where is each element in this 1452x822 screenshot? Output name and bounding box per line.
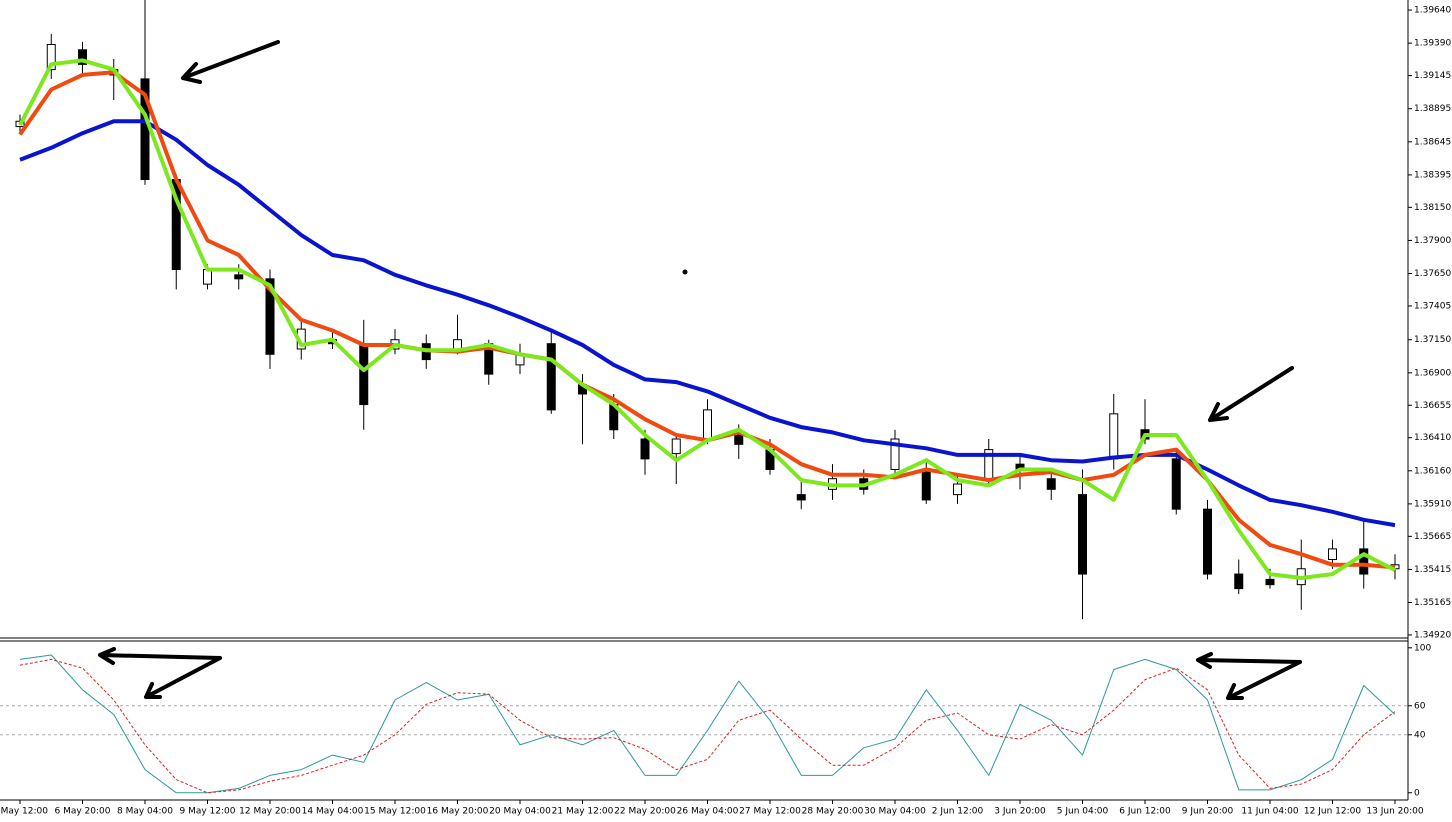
candle-body bbox=[453, 339, 462, 350]
x-tick-label: 26 May 04:00 bbox=[677, 807, 739, 817]
y-tick-label: 1.36410 bbox=[1414, 433, 1451, 443]
x-tick-label: 8 May 04:00 bbox=[117, 807, 173, 817]
candle-body bbox=[203, 269, 212, 285]
y-tick-label: 60 bbox=[1414, 701, 1426, 711]
x-tick-label: 12 Jun 12:00 bbox=[1304, 807, 1361, 817]
y-tick-label: 40 bbox=[1414, 730, 1426, 740]
x-tick-label: 28 May 20:00 bbox=[802, 807, 864, 817]
candle-body bbox=[1046, 478, 1056, 490]
line bbox=[19, 654, 1396, 794]
candle-body bbox=[265, 278, 275, 355]
x-tick-label: 3 Jun 20:00 bbox=[994, 807, 1046, 817]
y-tick-label: 100 bbox=[1414, 643, 1431, 653]
candle-body bbox=[921, 468, 931, 501]
y-tick-label: 1.39390 bbox=[1414, 39, 1451, 49]
arrow bbox=[98, 647, 222, 699]
y-tick-label: 1.35910 bbox=[1414, 499, 1451, 509]
y-tick-label: 1.39640 bbox=[1414, 6, 1451, 16]
x-tick-label: 30 May 04:00 bbox=[864, 807, 926, 817]
arrow bbox=[1208, 366, 1294, 422]
y-tick-label: 1.38150 bbox=[1414, 203, 1451, 213]
x-tick-label: 21 May 12:00 bbox=[552, 807, 614, 817]
x-tick-label: 2 Jun 12:00 bbox=[932, 807, 984, 817]
arrow bbox=[1196, 652, 1302, 700]
candle-body bbox=[1078, 494, 1087, 575]
candle-body bbox=[1359, 548, 1369, 575]
y-tick-label: 1.35665 bbox=[1414, 532, 1451, 542]
candle-body bbox=[1265, 578, 1275, 586]
y-tick-label: 1.34920 bbox=[1414, 630, 1451, 640]
candle-body bbox=[1171, 458, 1181, 510]
y-tick-label: 1.38645 bbox=[1414, 137, 1451, 147]
y-tick-label: 1.35165 bbox=[1414, 598, 1451, 608]
x-tick-label: 9 May 12:00 bbox=[180, 807, 236, 817]
candle-body bbox=[1234, 573, 1244, 590]
x-tick-label: 5 May 12:00 bbox=[0, 807, 48, 817]
x-tick-label: 9 Jun 20:00 bbox=[1182, 807, 1234, 817]
x-tick-label: 22 May 20:00 bbox=[614, 807, 676, 817]
y-tick-label: 1.36160 bbox=[1414, 466, 1451, 476]
y-tick-label: 1.38895 bbox=[1414, 104, 1451, 114]
candle-body bbox=[78, 49, 87, 65]
x-tick-label: 12 May 20:00 bbox=[239, 807, 301, 817]
x-tick-label: 13 Jun 20:00 bbox=[1366, 807, 1423, 817]
y-tick-label: 1.39145 bbox=[1414, 71, 1451, 81]
line bbox=[19, 658, 1396, 794]
y-tick-label: 1.37405 bbox=[1414, 301, 1451, 311]
candle-body bbox=[1203, 508, 1212, 575]
x-tick-label: 14 May 04:00 bbox=[302, 807, 364, 817]
y-tick-label: 0 bbox=[1414, 788, 1420, 798]
y-tick-label: 1.38395 bbox=[1414, 170, 1451, 180]
candle-body bbox=[359, 343, 369, 406]
candle-body bbox=[703, 409, 712, 440]
x-tick-label: 27 May 12:00 bbox=[739, 807, 801, 817]
candle-body bbox=[671, 438, 681, 455]
x-tick-label: 6 May 20:00 bbox=[55, 807, 111, 817]
candle-body bbox=[796, 494, 806, 501]
y-tick-label: 1.35415 bbox=[1414, 565, 1451, 575]
x-tick-label: 20 May 04:00 bbox=[489, 807, 551, 817]
line bbox=[19, 119, 1396, 528]
candle-body bbox=[1328, 548, 1337, 560]
y-tick-label: 1.37150 bbox=[1414, 335, 1451, 345]
y-tick-label: 1.36900 bbox=[1414, 368, 1451, 378]
candle-body bbox=[46, 43, 56, 71]
candle-body bbox=[234, 274, 244, 280]
candle-body bbox=[640, 438, 650, 460]
candle-body bbox=[546, 343, 556, 411]
x-tick-label: 5 Jun 04:00 bbox=[1057, 807, 1109, 817]
annotation-arrows bbox=[98, 40, 1302, 700]
arrow bbox=[181, 40, 280, 84]
line bbox=[18, 58, 1396, 580]
candle-body bbox=[1109, 413, 1119, 460]
y-tick-label: 1.36655 bbox=[1414, 401, 1451, 411]
x-tick-label: 15 May 12:00 bbox=[364, 807, 426, 817]
candle-body bbox=[890, 438, 900, 470]
y-tick-label: 1.37650 bbox=[1414, 269, 1451, 279]
dot bbox=[682, 269, 688, 275]
x-tick-label: 16 May 20:00 bbox=[427, 807, 489, 817]
y-tick-label: 1.37900 bbox=[1414, 236, 1451, 246]
x-tick-label: 11 Jun 04:00 bbox=[1241, 807, 1298, 817]
candle-body bbox=[953, 483, 962, 496]
x-tick-label: 6 Jun 12:00 bbox=[1119, 807, 1171, 817]
